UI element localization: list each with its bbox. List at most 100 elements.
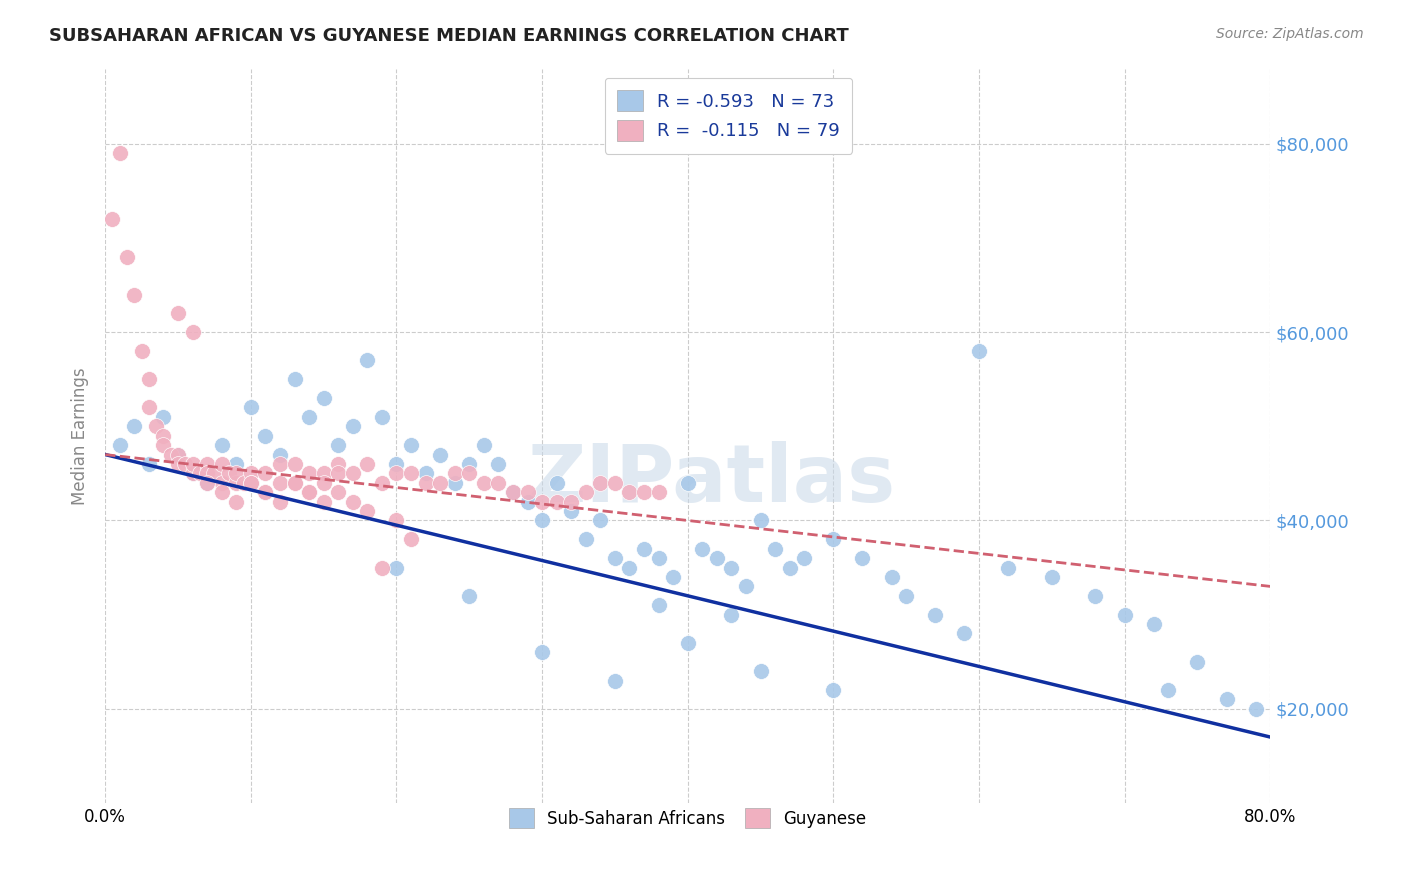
Point — [211, 438, 233, 452]
Point — [385, 560, 408, 574]
Point — [356, 353, 378, 368]
Point — [124, 419, 146, 434]
Point — [131, 343, 153, 358]
Point — [633, 541, 655, 556]
Point — [763, 541, 786, 556]
Point — [385, 467, 408, 481]
Point — [1215, 692, 1237, 706]
Point — [443, 467, 465, 481]
Point — [167, 448, 190, 462]
Point — [749, 513, 772, 527]
Point — [211, 457, 233, 471]
Point — [647, 485, 669, 500]
Point — [211, 475, 233, 490]
Point — [269, 475, 291, 490]
Text: Source: ZipAtlas.com: Source: ZipAtlas.com — [1216, 27, 1364, 41]
Point — [385, 513, 408, 527]
Point — [283, 475, 305, 490]
Point — [159, 448, 181, 462]
Point — [619, 560, 641, 574]
Point — [676, 475, 699, 490]
Point — [181, 467, 204, 481]
Point — [706, 551, 728, 566]
Point — [342, 419, 364, 434]
Point — [589, 513, 612, 527]
Point — [298, 485, 321, 500]
Point — [269, 448, 291, 462]
Point — [1244, 702, 1267, 716]
Point — [181, 457, 204, 471]
Point — [1187, 655, 1209, 669]
Point — [662, 570, 685, 584]
Point — [399, 533, 422, 547]
Point — [472, 438, 495, 452]
Point — [415, 475, 437, 490]
Point — [225, 475, 247, 490]
Point — [283, 475, 305, 490]
Point — [167, 306, 190, 320]
Point — [967, 343, 990, 358]
Point — [851, 551, 873, 566]
Point — [138, 401, 160, 415]
Point — [399, 438, 422, 452]
Point — [603, 475, 626, 490]
Point — [415, 467, 437, 481]
Point — [1084, 589, 1107, 603]
Point — [385, 457, 408, 471]
Point — [298, 485, 321, 500]
Point — [342, 467, 364, 481]
Point — [239, 475, 262, 490]
Point — [152, 438, 174, 452]
Point — [633, 485, 655, 500]
Point — [953, 626, 976, 640]
Point — [269, 494, 291, 508]
Point — [138, 457, 160, 471]
Point — [502, 485, 524, 500]
Point — [443, 475, 465, 490]
Point — [124, 287, 146, 301]
Point — [1143, 617, 1166, 632]
Point — [328, 467, 350, 481]
Point — [720, 560, 742, 574]
Point — [283, 372, 305, 386]
Point — [254, 467, 277, 481]
Point — [531, 513, 554, 527]
Point — [342, 494, 364, 508]
Point — [1114, 607, 1136, 622]
Point — [232, 475, 254, 490]
Point — [138, 372, 160, 386]
Point — [167, 457, 190, 471]
Legend: Sub-Saharan Africans, Guyanese: Sub-Saharan Africans, Guyanese — [502, 801, 873, 835]
Point — [647, 599, 669, 613]
Point — [218, 467, 240, 481]
Point — [167, 448, 190, 462]
Point — [560, 504, 582, 518]
Point — [619, 485, 641, 500]
Point — [531, 645, 554, 659]
Point — [312, 494, 335, 508]
Point — [108, 438, 131, 452]
Text: ZIPatlas: ZIPatlas — [527, 441, 896, 519]
Point — [181, 325, 204, 339]
Point — [225, 467, 247, 481]
Point — [486, 475, 509, 490]
Point — [531, 494, 554, 508]
Point — [312, 475, 335, 490]
Point — [101, 212, 124, 227]
Point — [647, 551, 669, 566]
Text: SUBSAHARAN AFRICAN VS GUYANESE MEDIAN EARNINGS CORRELATION CHART: SUBSAHARAN AFRICAN VS GUYANESE MEDIAN EA… — [49, 27, 849, 45]
Point — [328, 457, 350, 471]
Point — [589, 475, 612, 490]
Point — [458, 457, 481, 471]
Point — [195, 475, 218, 490]
Point — [328, 438, 350, 452]
Point — [312, 391, 335, 405]
Point — [239, 401, 262, 415]
Point — [195, 467, 218, 481]
Point — [516, 494, 538, 508]
Point — [823, 683, 845, 698]
Point — [502, 485, 524, 500]
Point — [254, 428, 277, 442]
Point — [195, 475, 218, 490]
Point — [254, 485, 277, 500]
